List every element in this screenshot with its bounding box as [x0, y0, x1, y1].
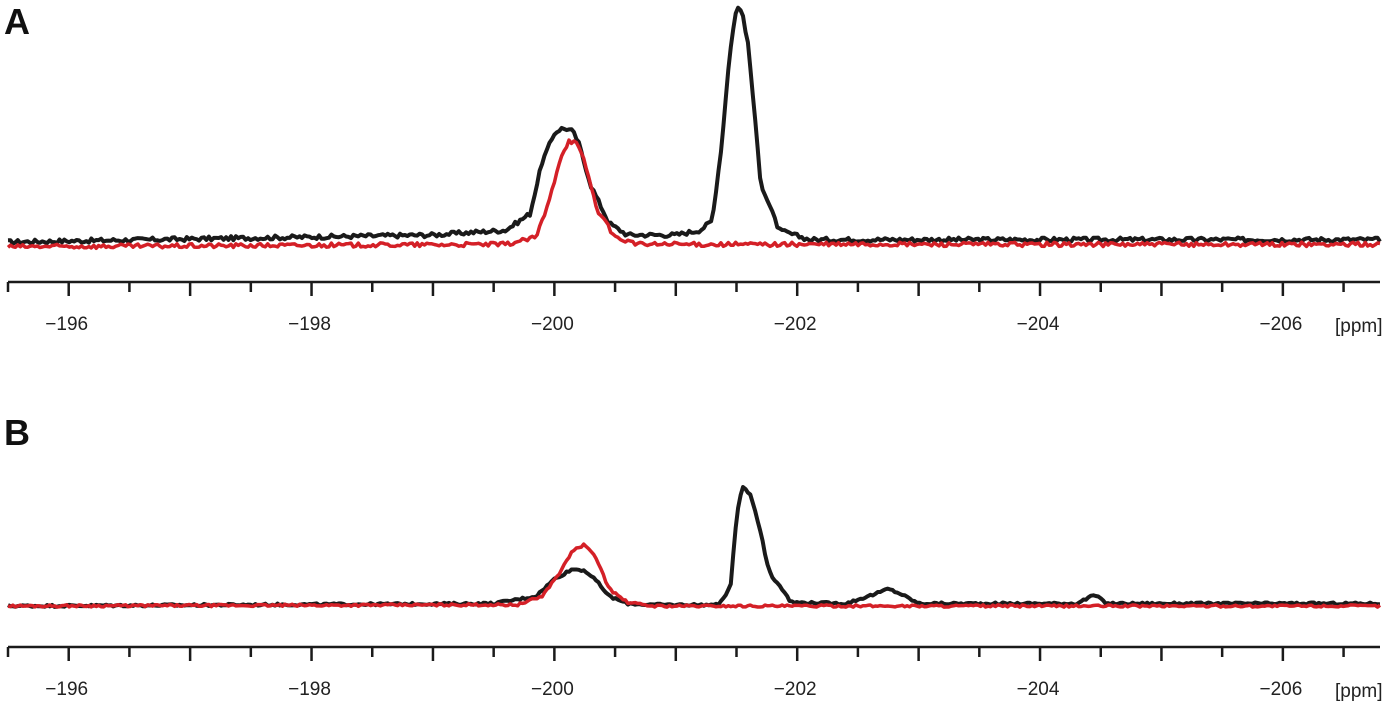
x-tick-label: −198	[288, 679, 331, 700]
x-tick-label: −202	[774, 314, 817, 335]
spectrum-trace-black	[7, 5, 1382, 246]
spectrum-chart-a: −196 −198 −200 −202 −204 −206 [ppm]	[6, 5, 1383, 337]
spectrum-trace-red	[7, 542, 1382, 609]
x-axis-unit-label: [ppm]	[1335, 316, 1383, 337]
spectrum-trace-black	[7, 485, 1381, 609]
x-tick-label: −200	[531, 679, 574, 700]
x-tick-label: −196	[45, 679, 88, 700]
x-tick-label: −204	[1017, 679, 1060, 700]
spectrum-panel-b: B −196 −198 −200 −202 −204 −206 [ppm]	[0, 353, 1400, 706]
x-tick-label: −204	[1017, 314, 1060, 335]
x-tick-label: −196	[45, 314, 88, 335]
panel-label-b: B	[4, 412, 30, 453]
spectrum-chart-b: −196 −198 −200 −202 −204 −206 [ppm]	[6, 485, 1383, 702]
x-tick-label: −206	[1259, 679, 1302, 700]
x-tick-label: −206	[1259, 314, 1302, 335]
panel-label-a: A	[4, 1, 30, 42]
x-tick-label: −198	[288, 314, 331, 335]
x-axis-unit-label: [ppm]	[1335, 681, 1383, 702]
x-tick-label: −200	[531, 314, 574, 335]
x-tick-label: −202	[774, 679, 817, 700]
spectrum-panel-a: A −196 −198 −200 −202 −204 −206 [ppm]	[4, 1, 1383, 338]
spectrum-trace-red	[6, 138, 1381, 251]
